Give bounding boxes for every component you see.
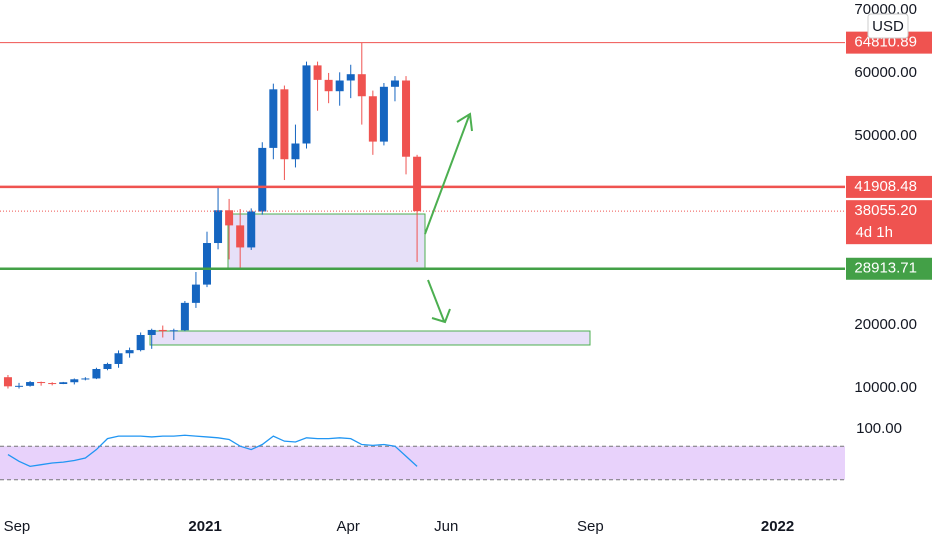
candle-body bbox=[302, 65, 311, 144]
x-tick-label: 2022 bbox=[761, 518, 794, 535]
candle-body bbox=[346, 74, 355, 81]
arrows bbox=[424, 112, 473, 324]
price-label-box bbox=[846, 257, 932, 280]
candle-body bbox=[368, 96, 377, 142]
candle-body bbox=[379, 86, 388, 142]
x-tick-label: 2021 bbox=[188, 518, 221, 535]
y-tick-label: 20000.00 bbox=[854, 316, 917, 333]
candle-body bbox=[26, 382, 35, 386]
price-label: 28913.71 bbox=[854, 260, 917, 277]
candle-body bbox=[103, 363, 112, 370]
candle-body bbox=[402, 80, 411, 157]
candle-body bbox=[70, 379, 79, 383]
down-arrow bbox=[427, 279, 451, 324]
candle-body bbox=[335, 80, 344, 92]
candle-body bbox=[48, 383, 57, 385]
countdown: 4d 1h bbox=[855, 224, 893, 241]
price-label-box bbox=[846, 175, 932, 198]
candle-body bbox=[280, 89, 289, 160]
candle-body bbox=[225, 210, 234, 226]
candle-body bbox=[247, 211, 256, 248]
up-arrow bbox=[424, 112, 473, 235]
rsi-tick-label: 100.00 bbox=[856, 420, 902, 437]
candle-body bbox=[202, 243, 211, 285]
candle-body bbox=[413, 156, 422, 212]
candle-body bbox=[81, 378, 90, 380]
candle-body bbox=[269, 89, 278, 148]
rsi-band bbox=[0, 446, 845, 480]
price-label: 38055.20 bbox=[854, 202, 917, 219]
x-tick-label: Sep bbox=[4, 518, 31, 535]
candle-body bbox=[59, 382, 68, 384]
demand-zone bbox=[227, 213, 426, 269]
candle-body bbox=[291, 143, 300, 160]
rsi-line bbox=[7, 434, 418, 468]
price-label: 41908.48 bbox=[854, 178, 917, 195]
candle-body bbox=[191, 284, 200, 303]
currency: USD bbox=[872, 18, 904, 35]
y-tick-label: 10000.00 bbox=[854, 379, 917, 396]
y-tick-label: 50000.00 bbox=[854, 127, 917, 144]
y-tick-label: 60000.00 bbox=[854, 64, 917, 81]
price-label-box bbox=[846, 31, 932, 54]
candle-body bbox=[114, 353, 123, 364]
candle-body bbox=[158, 329, 167, 332]
candle-body bbox=[390, 80, 399, 87]
support-zone bbox=[149, 330, 591, 346]
candle-body bbox=[147, 329, 156, 335]
candle-body bbox=[180, 302, 189, 331]
candle-body bbox=[258, 147, 267, 212]
candle-body bbox=[357, 74, 366, 97]
candle-body bbox=[15, 385, 24, 387]
candle-body bbox=[136, 334, 145, 351]
currency-box bbox=[867, 13, 909, 39]
plot-layer: 100.0070000.0060000.0050000.0020000.0010… bbox=[0, 1, 932, 535]
candle-body bbox=[3, 377, 12, 387]
candle-body bbox=[125, 350, 134, 354]
x-tick-label: Sep bbox=[577, 518, 604, 535]
candle-body bbox=[324, 79, 333, 92]
x-tick-label: Apr bbox=[337, 518, 360, 535]
candle-body bbox=[37, 382, 46, 384]
candle-body bbox=[236, 225, 245, 248]
candle-body bbox=[313, 65, 322, 80]
candle-body bbox=[169, 330, 178, 332]
x-tick-label: Jun bbox=[434, 518, 458, 535]
candle-body bbox=[214, 210, 223, 244]
candle-body bbox=[92, 369, 101, 379]
price-label-box bbox=[846, 200, 932, 245]
